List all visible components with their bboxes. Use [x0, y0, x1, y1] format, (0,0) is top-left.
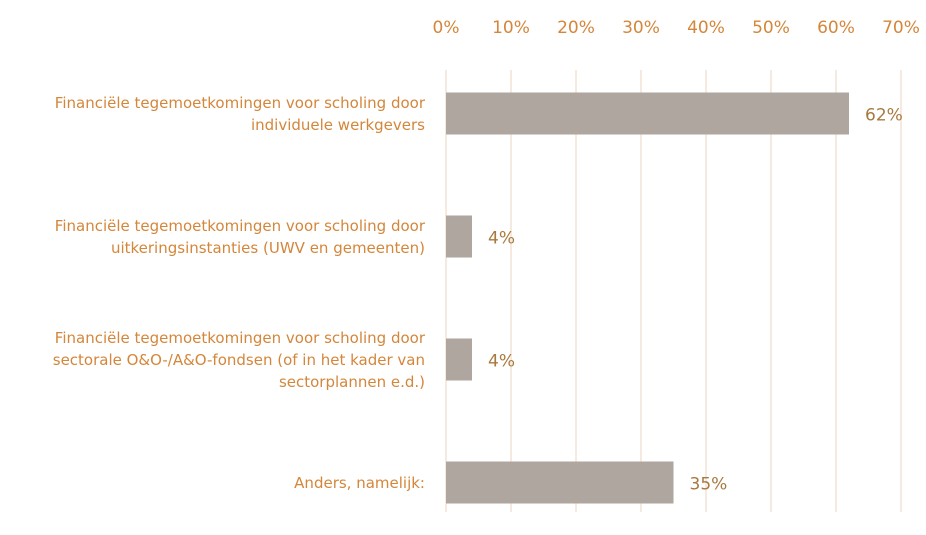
- category-label: Anders, namelijk:: [294, 473, 425, 492]
- category-label: Financiële tegemoetkomingen voor scholin…: [54, 216, 425, 257]
- category-label: Financiële tegemoetkomingen voor scholin…: [52, 328, 425, 391]
- value-label: 4%: [488, 229, 515, 249]
- value-label: 35%: [690, 475, 728, 495]
- x-tick-label: 10%: [492, 18, 530, 38]
- bar: [446, 92, 849, 135]
- bar: [446, 215, 472, 258]
- x-tick-label: 70%: [882, 18, 920, 38]
- x-tick-label: 60%: [817, 18, 855, 38]
- category-label: Financiële tegemoetkomingen voor scholin…: [54, 93, 425, 134]
- bar: [446, 461, 674, 504]
- x-tick-label: 30%: [622, 18, 660, 38]
- x-tick-label: 40%: [687, 18, 725, 38]
- value-label: 4%: [488, 352, 515, 372]
- value-label: 62%: [865, 106, 903, 126]
- x-tick-label: 50%: [752, 18, 790, 38]
- x-tick-label: 20%: [557, 18, 595, 38]
- bar: [446, 338, 472, 381]
- x-tick-label: 0%: [433, 18, 460, 38]
